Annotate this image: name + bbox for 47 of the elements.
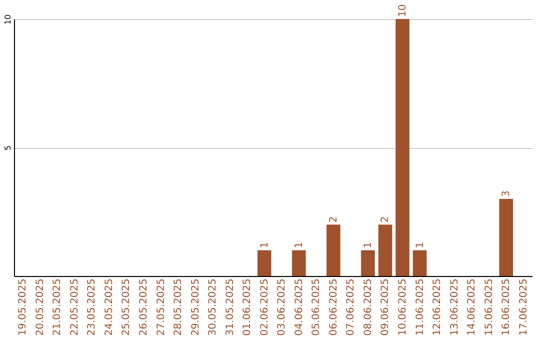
x-tick-label: 16.06.2025: [501, 278, 512, 336]
bar: [396, 19, 410, 276]
data-label: 1: [259, 242, 270, 248]
y-tick-label: 5: [4, 145, 12, 151]
x-tick-label: 15.06.2025: [484, 278, 495, 336]
bar: [361, 250, 375, 276]
x-tick-label: 20.05.2025: [34, 278, 46, 336]
x-tick-label: 10.06.2025: [398, 278, 408, 336]
bar: [499, 198, 514, 276]
x-tick-label: 02.06.2025: [259, 278, 270, 336]
bar: [378, 224, 392, 276]
x-tick-label: 31.05.2025: [224, 278, 236, 336]
x-tick-label: 21.05.2025: [52, 278, 64, 336]
data-label: 1: [414, 242, 426, 248]
x-tick-label: 13.06.2025: [449, 278, 460, 336]
bar: [326, 224, 340, 276]
x-tick-label: 17.06.2025: [518, 278, 530, 336]
x-tick-label: 12.06.2025: [432, 278, 444, 336]
x-tick-label: 07.06.2025: [346, 278, 357, 336]
x-tick-label: 23.05.2025: [86, 278, 98, 336]
x-tick-label: 01.06.2025: [242, 278, 254, 336]
x-tick-label: 28.05.2025: [173, 278, 184, 336]
data-label: 1: [362, 242, 374, 248]
x-tick-label: 14.06.2025: [466, 278, 478, 336]
x-tick-label: 19.05.2025: [18, 278, 29, 336]
x-tick-label: 26.05.2025: [138, 278, 150, 336]
x-tick-label: 08.06.2025: [362, 278, 374, 336]
x-tick-label: 22.05.2025: [69, 278, 80, 336]
x-tick-label: 11.06.2025: [414, 278, 426, 336]
x-tick-label: 06.06.2025: [328, 278, 340, 336]
data-label: 3: [501, 190, 512, 197]
data-label: 1: [294, 242, 305, 248]
bar: [412, 250, 427, 276]
x-tick-label: 04.06.2025: [294, 278, 305, 336]
x-tick-label: 27.05.2025: [156, 278, 167, 336]
x-tick-label: 09.06.2025: [380, 278, 392, 336]
x-tick-label: 03.06.2025: [276, 278, 288, 336]
bar: [257, 250, 272, 276]
x-tick-label: 24.05.2025: [104, 278, 115, 336]
x-tick-label: 30.05.2025: [208, 278, 219, 336]
x-tick-label: 25.05.2025: [121, 278, 132, 336]
data-label: 2: [380, 216, 392, 223]
bar: [292, 250, 306, 276]
x-tick-label: 05.06.2025: [311, 278, 322, 336]
data-label: 10: [398, 4, 408, 17]
data-label: 2: [328, 216, 340, 223]
x-tick-label: 29.05.2025: [190, 278, 202, 336]
